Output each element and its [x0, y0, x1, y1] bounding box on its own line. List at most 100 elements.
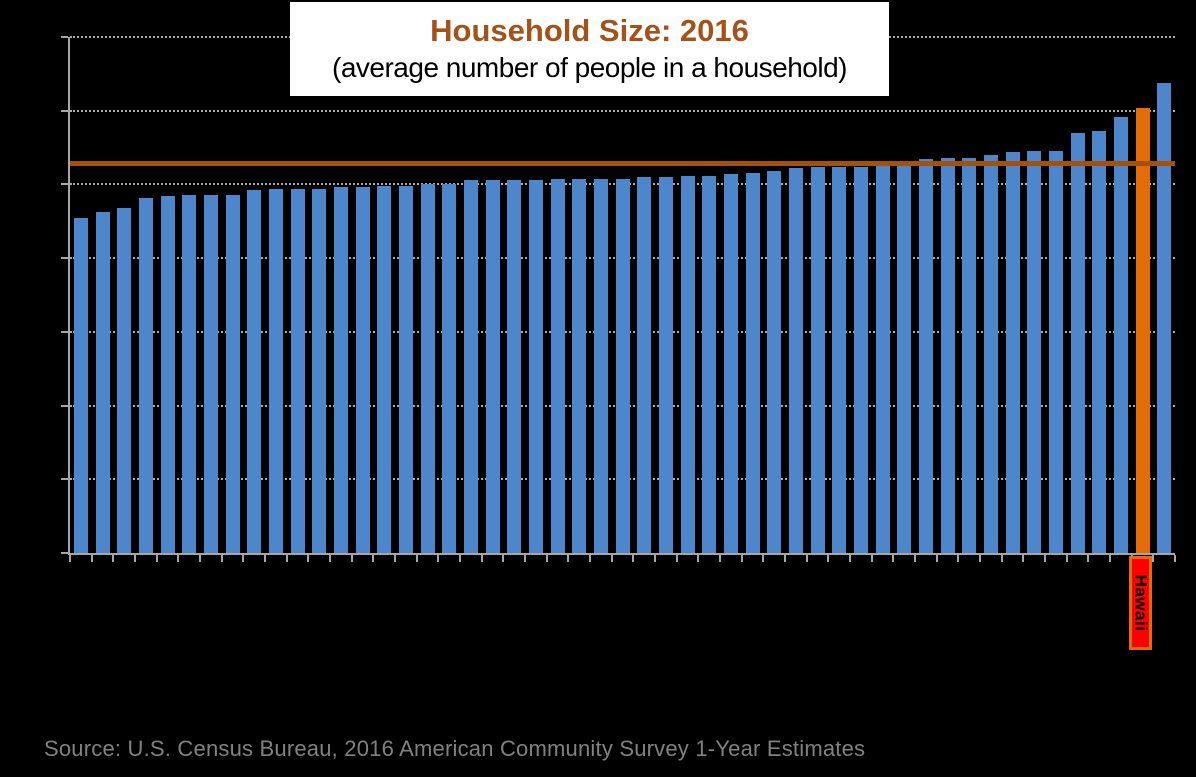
- bar: [377, 185, 392, 553]
- x-axis-tick: [307, 555, 310, 562]
- x-axis-tick: [849, 555, 851, 562]
- x-axis-tick: [762, 555, 765, 562]
- bar: [723, 174, 738, 553]
- bar: [160, 196, 175, 553]
- bar: [875, 165, 890, 553]
- us-average-reference-line: [70, 161, 1175, 166]
- x-axis-tick: [90, 555, 93, 562]
- bar: [95, 212, 110, 553]
- bar: [182, 194, 197, 553]
- x-axis-tick: [220, 555, 223, 562]
- x-axis-tick: [415, 555, 418, 562]
- y-axis-tick: [61, 109, 68, 112]
- x-axis-tick: [589, 555, 591, 562]
- x-axis-tick: [1087, 555, 1090, 562]
- x-axis-tick: [632, 555, 635, 562]
- bar: [290, 188, 305, 553]
- bar: [745, 172, 760, 553]
- x-axis-tick: [1109, 555, 1111, 562]
- bar: [832, 166, 847, 553]
- bar: [593, 178, 608, 553]
- bar: [897, 165, 912, 553]
- x-axis-tick: [1044, 555, 1046, 562]
- bar: [485, 180, 500, 553]
- bar: [1070, 132, 1085, 553]
- bar: [940, 157, 955, 553]
- bar: [702, 175, 717, 553]
- x-axis-tick: [459, 555, 461, 562]
- x-axis-tick: [199, 555, 201, 562]
- y-axis-tick: [61, 183, 68, 186]
- bar: [767, 171, 782, 553]
- x-axis-tick: [870, 555, 873, 562]
- x-axis-tick: [697, 555, 700, 562]
- plot-area: [61, 36, 1176, 562]
- bar: [420, 184, 435, 553]
- x-axis-tick: [372, 555, 375, 562]
- x-axis-tick: [545, 555, 548, 562]
- bar: [637, 177, 652, 553]
- bar: [247, 190, 262, 553]
- x-axis-tick: [567, 555, 570, 562]
- bar: [788, 168, 803, 553]
- x-axis-tick: [719, 555, 721, 562]
- x-axis-tick: [524, 555, 526, 562]
- x-axis-tick: [675, 555, 678, 562]
- x-axis-tick: [957, 555, 960, 562]
- bar-hawaii: [1135, 107, 1150, 553]
- bar: [528, 180, 543, 553]
- bar: [658, 177, 673, 553]
- chart-title-box: Household Size: 2016 (average number of …: [290, 2, 889, 96]
- bar: [1113, 116, 1128, 553]
- y-axis-tick: [61, 36, 68, 38]
- x-axis-tick: [134, 555, 136, 562]
- x-axis-tick: [480, 555, 483, 562]
- x-axis-tick: [1065, 555, 1068, 562]
- bar: [312, 188, 327, 553]
- gridline: [70, 109, 1175, 112]
- hawaii-label: Hawaii: [1129, 556, 1152, 650]
- x-axis-tick: [1022, 555, 1025, 562]
- bar: [983, 154, 998, 553]
- bar: [680, 175, 695, 553]
- y-axis-tick: [61, 404, 68, 407]
- x-axis-tick: [350, 555, 353, 562]
- bar: [225, 194, 240, 553]
- x-axis-tick: [1000, 555, 1003, 562]
- source-note: Source: U.S. Census Bureau, 2016 America…: [44, 736, 866, 761]
- bar: [203, 194, 218, 553]
- x-axis-tick: [1152, 555, 1155, 562]
- bar: [463, 180, 478, 553]
- bar: [1048, 150, 1063, 553]
- bar: [507, 180, 522, 553]
- x-axis-tick: [740, 555, 743, 562]
- bar: [615, 178, 630, 553]
- bar: [442, 184, 457, 553]
- bar: [268, 188, 283, 553]
- x-axis-tick: [242, 555, 245, 562]
- y-axis-tick: [61, 330, 68, 333]
- bar: [333, 187, 348, 553]
- bar: [117, 208, 132, 553]
- x-axis-tick: [979, 555, 981, 562]
- bar: [962, 157, 977, 553]
- bar: [1157, 82, 1172, 553]
- x-axis-tick: [502, 555, 505, 562]
- x-axis-tick: [437, 555, 440, 562]
- x-axis-tick: [654, 555, 656, 562]
- x-axis-tick: [285, 555, 288, 562]
- x-axis-tick: [69, 555, 71, 562]
- x-axis-tick: [394, 555, 396, 562]
- x-axis-tick: [935, 555, 938, 562]
- x-axis-tick: [264, 555, 266, 562]
- x-axis-tick: [827, 555, 830, 562]
- x-axis-tick: [784, 555, 786, 562]
- bar: [853, 166, 868, 553]
- bar: [138, 197, 153, 553]
- x-axis-line: [68, 553, 1175, 555]
- bar: [73, 218, 88, 553]
- x-axis-tick: [112, 555, 115, 562]
- chart-title: Household Size: 2016: [430, 13, 749, 48]
- bar: [810, 166, 825, 553]
